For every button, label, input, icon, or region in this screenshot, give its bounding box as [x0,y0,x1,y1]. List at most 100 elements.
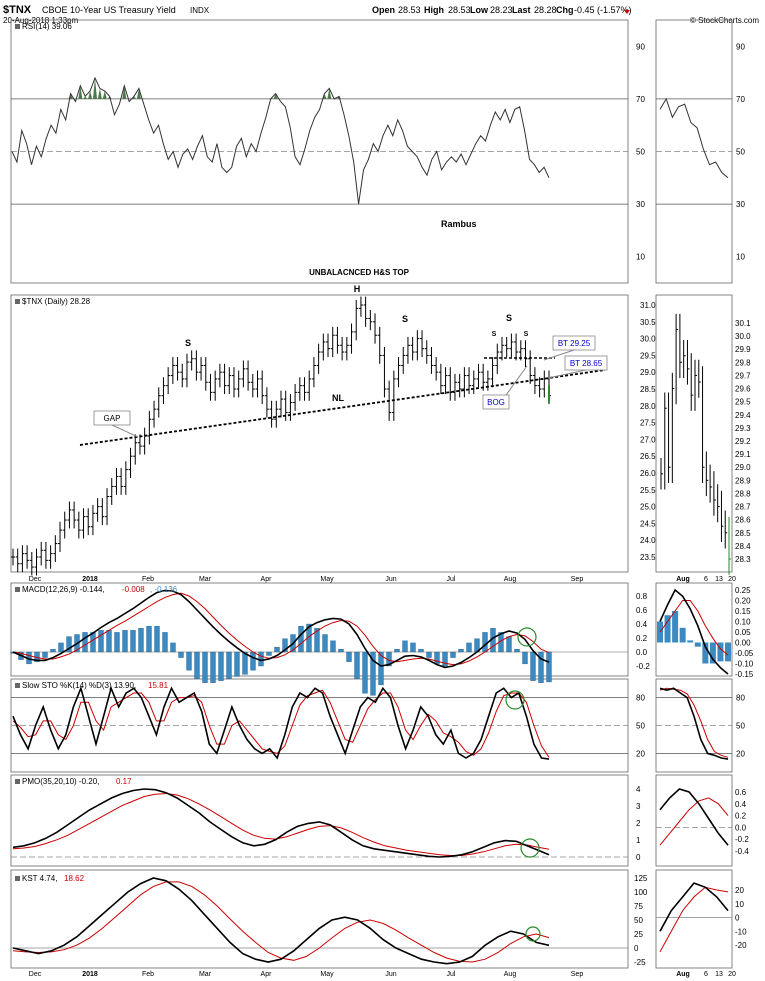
macd-mini-tick-label: -0.15 [735,670,754,679]
x-axis-bottom-mini-label: Aug [676,971,690,978]
macd-histogram-bar [306,623,312,653]
price-mini-tick-label: 29.0 [735,463,751,472]
macd-tick-label: 0.4 [636,620,648,629]
x-axis-bottom-label: Aug [504,971,517,978]
macd-mini-signal-line [659,600,729,656]
right-shoulder-label: S [402,314,408,324]
pmo-legend: PMO(35,20,10) -0.20, [22,777,99,786]
price-tick-label: 27.5 [640,419,656,428]
kst-mini-tick-label: 10 [735,900,744,909]
last-label: Last [512,5,531,15]
x-axis-label: May [320,576,334,583]
x-axis-bottom-label: 2018 [82,971,98,978]
price-mini-tick-label: 28.6 [735,516,751,525]
price-mini-tick-label: 29.2 [735,437,751,446]
pmo-tick-label: 4 [636,785,641,794]
rsi-legend: RSI(14) 39.06 [22,22,72,31]
pmo-mini-tick-label: 0.6 [735,788,747,797]
macd-hist-value: , -0.136 [150,585,178,594]
macd-mini-tick-label: -0.05 [735,649,754,658]
x-axis-mini-label: 13 [715,576,723,583]
price-tick-label: 27.0 [640,435,656,444]
rsi-tick-label: 10 [636,253,645,262]
macd-highlight-circle [517,627,537,647]
price-mini-tick-label: 29.3 [735,424,751,433]
macd-histogram-bar [82,632,88,653]
macd-mini-histogram-bar [672,611,679,643]
x-axis-label: Sep [571,576,584,583]
price-tick-label: 30.5 [640,318,656,327]
chg-value: -0.45 (-1.57%) [574,5,632,15]
datetime: 20-Aug-2018 1:33pm [3,16,79,25]
kst-mini-tick-label: -20 [735,941,747,950]
kst-highlight-circle [525,926,541,942]
macd-histogram-bar [298,625,304,653]
macd-histogram-bar [418,649,424,653]
price-mini-tick-label: 29.5 [735,398,751,407]
gap-callout-pointer [111,424,139,438]
macd-histogram-bar [90,632,96,653]
pmo-mini-tick-label: -0.2 [735,835,749,844]
macd-mini-tick-label: 0.20 [735,597,751,606]
gap-callout-text: GAP [104,414,121,423]
small-shoulder-label: S [492,331,497,338]
down-arrow-icon [624,10,630,14]
x-axis-mini-label: 20 [728,576,736,583]
price-mini-tick-label: 30.0 [735,332,751,341]
high-value: 28.53 [448,5,471,15]
macd-mini-tick-label: -0.10 [735,660,754,669]
price-tick-label: 25.5 [640,486,656,495]
sto-legend-swatch [15,683,20,688]
gap-callout-box [93,410,131,426]
kst-line [12,877,550,965]
open-value: 28.53 [398,5,421,15]
price-mini-tick-label: 28.3 [735,555,751,564]
rsi-mini-tick-label: 70 [736,95,745,104]
rsi-mini-tick-label: 90 [736,42,745,51]
x-axis-label: Feb [142,576,154,583]
low-value: 28.23 [490,5,513,15]
macd-mini-histogram-bar [687,640,694,643]
kst-mini-panel-frame [655,869,733,969]
macd-histogram-bar [138,628,144,653]
price-mini-tick-label: 29.6 [735,385,751,394]
pmo-line [12,788,550,858]
bog-callout-text: BOG [487,398,505,407]
macd-mini-tick-label: 0.15 [735,607,751,616]
price-mini-tick-label: 28.5 [735,529,751,538]
price-mini-tick-label: 28.8 [735,489,751,498]
pmo-legend-swatch [15,779,20,784]
macd-histogram-bar [170,642,176,653]
price-tick-label: 28.5 [640,385,656,394]
macd-signal-line [12,592,550,666]
macd-histogram-bar [402,640,408,653]
macd-histogram-bar [226,651,232,679]
rsi-overbought-fill [273,93,278,99]
kst-signal-value: 18.62 [64,874,85,883]
exchange: INDX [190,6,210,15]
price-legend-swatch [15,299,20,304]
macd-histogram-bar [466,642,472,653]
x-axis-bottom-label: Sep [571,971,584,978]
x-axis-label: Mar [199,576,212,583]
price-tick-label: 31.0 [640,301,656,310]
macd-histogram-bar [370,651,376,696]
rsi-tick-label: 30 [636,200,645,209]
bt2-callout-box [564,355,608,371]
macd-histogram-bar [458,649,464,653]
macd-histogram-bar [234,651,240,677]
right-shoulder-2-label: S [506,313,512,323]
rsi-overbought-fill [88,91,93,99]
rsi-overbought-fill [97,88,102,99]
bt2-callout-pointer [547,369,587,379]
macd-signal-value: -0.008 [122,585,145,594]
macd-histogram-bar [58,642,64,653]
macd-histogram-bar [130,630,136,653]
macd-histogram-bar [282,638,288,653]
sto-legend: Slow STO %K(14) %D(3) 13.90, [22,681,136,690]
price-tick-label: 26.5 [640,452,656,461]
macd-histogram-bar [162,632,168,653]
macd-histogram-bar [330,640,336,653]
x-axis-label: Aug [504,576,517,583]
